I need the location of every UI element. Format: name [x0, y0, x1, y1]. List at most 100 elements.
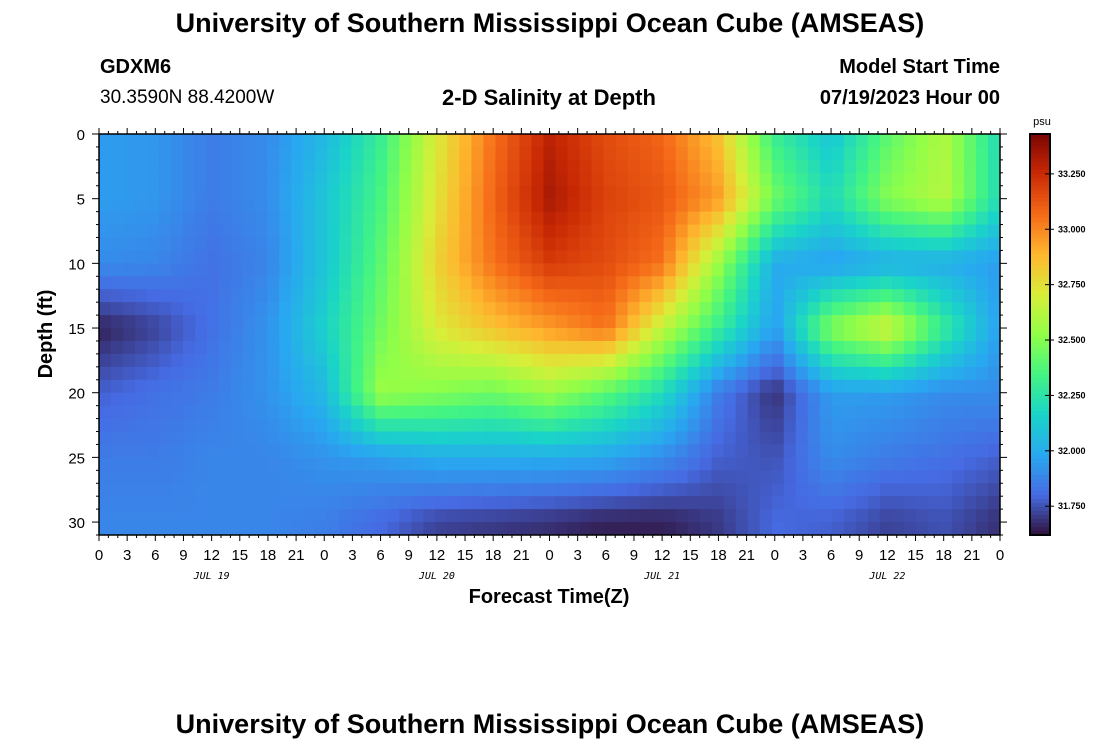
heatmap-cell: [819, 496, 833, 510]
heatmap-cell: [567, 366, 581, 381]
heatmap-cell: [903, 509, 917, 523]
heatmap-cell: [231, 444, 244, 458]
heatmap-cell: [135, 366, 148, 381]
heatmap-cell: [579, 379, 593, 394]
heatmap-cell: [351, 263, 364, 277]
heatmap-cell: [807, 366, 821, 381]
heatmap-cell: [219, 302, 232, 316]
heatmap-cell: [843, 483, 857, 497]
heatmap-cell: [543, 483, 557, 497]
colorbar-segment: [1030, 154, 1050, 159]
heatmap-cell: [531, 211, 545, 226]
heatmap-cell: [255, 392, 268, 407]
heatmap-cell: [771, 315, 785, 329]
heatmap-cell: [723, 172, 737, 187]
heatmap-cell: [423, 431, 436, 446]
heatmap-cell: [351, 353, 364, 368]
heatmap-cell: [963, 289, 977, 303]
heatmap-cell: [375, 289, 388, 303]
heatmap-cell: [303, 315, 316, 329]
heatmap-cell: [195, 366, 208, 381]
heatmap-cell: [375, 470, 388, 484]
heatmap-cell: [795, 340, 809, 355]
heatmap-cell: [627, 211, 641, 226]
heatmap-cell: [267, 392, 280, 407]
heatmap-cell: [579, 418, 593, 433]
heatmap-cell: [819, 470, 833, 484]
heatmap-cell: [603, 302, 617, 316]
heatmap-cell: [567, 224, 581, 239]
heatmap-cell: [879, 418, 893, 433]
heatmap-cell: [807, 496, 821, 510]
heatmap-cell: [171, 172, 184, 187]
heatmap-cell: [915, 444, 929, 458]
heatmap-cell: [603, 483, 617, 497]
heatmap-cell: [891, 431, 905, 446]
heatmap-cell: [579, 159, 593, 174]
heatmap-cell: [315, 522, 328, 535]
heatmap-cell: [243, 302, 256, 316]
colorbar-unit: psu: [1033, 116, 1051, 128]
heatmap-cell: [603, 198, 617, 213]
heatmap-cell: [747, 302, 761, 316]
heatmap-cell: [99, 418, 112, 433]
heatmap-cell: [819, 159, 833, 174]
heatmap-cell: [687, 302, 701, 316]
colorbar-segment: [1030, 278, 1050, 283]
heatmap-cell: [267, 289, 280, 303]
heatmap-cell: [687, 496, 701, 510]
heatmap-cell: [255, 263, 268, 277]
heatmap-cell: [831, 366, 845, 381]
heatmap-cell: [483, 159, 497, 174]
heatmap-cell: [159, 185, 172, 200]
heatmap-cell: [447, 366, 460, 381]
heatmap-cell: [447, 353, 460, 368]
heatmap-cell: [735, 444, 749, 458]
heatmap-cell: [567, 418, 581, 433]
heatmap-cell: [855, 276, 869, 290]
heatmap-cell: [975, 289, 989, 303]
heatmap-cell: [567, 263, 581, 277]
heatmap-cell: [831, 198, 845, 213]
heatmap-cell: [591, 328, 605, 342]
heatmap-cell: [915, 470, 929, 484]
heatmap-cell: [411, 315, 424, 329]
heatmap-cell: [495, 418, 509, 433]
heatmap-cell: [183, 237, 196, 252]
colorbar-segment: [1030, 370, 1050, 376]
heatmap-cell: [915, 302, 929, 316]
heatmap-cell: [255, 483, 268, 497]
heatmap-cell: [195, 470, 208, 484]
heatmap-cell: [435, 328, 448, 342]
heatmap-cell: [675, 522, 689, 535]
heatmap-cell: [915, 353, 929, 368]
heatmap-cell: [363, 134, 376, 148]
heatmap-cell: [975, 198, 989, 213]
heatmap-cell: [459, 366, 473, 381]
heatmap-cell: [687, 263, 701, 277]
heatmap-cell: [795, 250, 809, 264]
heatmap-cell: [219, 211, 232, 226]
heatmap-cell: [423, 470, 436, 484]
heatmap-cell: [783, 237, 797, 252]
heatmap-cell: [831, 522, 845, 535]
heatmap-cell: [363, 315, 376, 329]
heatmap-cell: [291, 315, 304, 329]
heatmap-cell: [879, 315, 893, 329]
heatmap-cell: [543, 353, 557, 368]
heatmap-cell: [723, 418, 737, 433]
heatmap-cell: [507, 392, 521, 407]
heatmap-cell: [507, 457, 521, 471]
heatmap-cell: [711, 405, 725, 420]
heatmap-cell: [867, 353, 881, 368]
heatmap-cell: [255, 431, 268, 446]
heatmap-cell: [519, 134, 533, 148]
heatmap-cell: [975, 328, 989, 342]
heatmap-cell: [951, 289, 965, 303]
heatmap-cell: [399, 315, 412, 329]
heatmap-cell: [459, 211, 473, 226]
heatmap-cell: [783, 159, 797, 174]
heatmap-cell: [231, 509, 244, 523]
heatmap-cell: [603, 509, 617, 523]
